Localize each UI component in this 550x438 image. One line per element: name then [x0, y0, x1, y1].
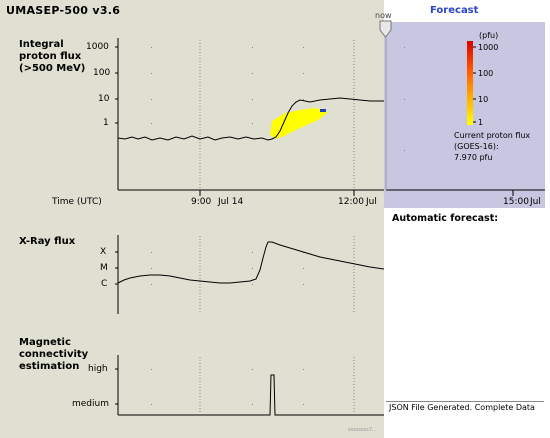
xray-flux-line: [117, 241, 385, 284]
current-flux-line: Current proton flux: [454, 131, 531, 140]
xray-panel-label: X-Ray flux: [19, 236, 76, 247]
left-panel: [0, 0, 384, 438]
time-grid: [199, 40, 355, 413]
colorbar-tick-label: 10: [478, 95, 489, 104]
colorbar-unit: (pfu): [479, 31, 499, 40]
proton-x-tick-label: Jul: [366, 197, 377, 207]
proton-y-tick-label: 10: [98, 94, 110, 104]
colorbar-tick-label: 100: [478, 69, 494, 78]
forecast-title: Forecast: [430, 5, 479, 16]
status-bar: [386, 401, 544, 415]
magnetic-level-label: medium: [72, 399, 109, 409]
magnetic-level-label: high: [88, 364, 108, 374]
current-flux-line: (GOES-16):: [454, 142, 499, 151]
proton-y-tick-label: 1000: [86, 42, 109, 52]
proton-x-tick-label: 9:00: [191, 197, 212, 207]
proton-panel-label-line: Integral: [19, 39, 64, 50]
xray-level-label: X: [100, 247, 107, 257]
minor-grid-dots: [151, 47, 405, 405]
now-slider-handle[interactable]: [379, 20, 392, 38]
time-axis-label: Time (UTC): [52, 197, 102, 207]
magnetic-panel-label-line: estimation: [19, 361, 80, 372]
forecast-area: [384, 22, 545, 208]
xray-level-label: M: [100, 263, 108, 273]
forecast-color-bar: [467, 41, 473, 125]
forecast-x-tick-date: Jul: [530, 197, 541, 207]
colorbar-tick-label: 1: [478, 118, 484, 127]
status-message: JSON File Generated. Complete Data: [389, 403, 535, 412]
now-label: now: [375, 11, 392, 20]
app-title: UMASEP-500 v3.6: [6, 4, 121, 17]
colorbar-tick-label: 1000: [478, 43, 499, 52]
prediction-region: [270, 108, 328, 139]
proton-flux-line: [117, 97, 384, 141]
prediction-marker: [320, 109, 326, 112]
current-flux-value: 7.970 pfu: [454, 153, 493, 162]
footer-watermark: ssssssss7...: [348, 427, 377, 433]
proton-panel-label-line: proton flux: [19, 51, 82, 62]
magnetic-panel-label-line: connectivity: [19, 349, 89, 360]
proton-x-tick-label: Jul 14: [218, 197, 244, 207]
proton-y-tick-label: 100: [93, 68, 111, 78]
proton-y-tick-label: 1: [103, 118, 109, 128]
proton-panel-label-line: (>500 MeV): [19, 63, 86, 74]
magnetic-panel-label-line: Magnetic: [19, 337, 71, 348]
xray-level-label: C: [101, 279, 108, 289]
automatic-forecast-label: Automatic forecast:: [392, 213, 499, 224]
proton-x-tick-label: 12:00: [338, 197, 364, 207]
forecast-x-tick-label: 15:00: [503, 197, 529, 207]
magnetic-connectivity-line: [118, 374, 384, 416]
